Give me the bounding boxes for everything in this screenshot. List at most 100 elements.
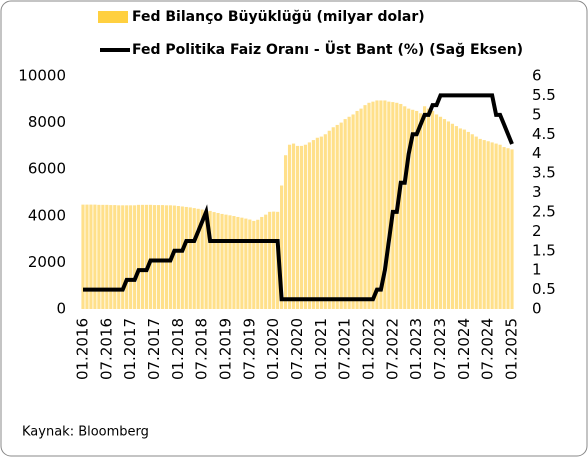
bar	[446, 121, 451, 309]
bar	[287, 144, 292, 309]
bar	[160, 205, 165, 309]
bar	[291, 143, 296, 309]
bar	[327, 130, 331, 309]
bar	[466, 131, 470, 309]
y2-tick-label: 1.5	[532, 241, 556, 259]
bar	[85, 204, 89, 309]
bar	[315, 137, 319, 309]
x-tick-label: 07.2024	[479, 318, 497, 380]
bar	[192, 208, 196, 309]
x-tick-label: 07.2021	[336, 318, 354, 380]
bar	[152, 205, 157, 309]
x-tick-label: 07.2022	[383, 318, 401, 380]
bar	[331, 127, 335, 309]
bar	[502, 147, 506, 309]
bar	[462, 129, 466, 309]
bar	[172, 205, 176, 309]
bar	[129, 205, 133, 309]
bar	[438, 116, 443, 310]
x-tick-label: 01.2024	[455, 318, 473, 380]
bar	[196, 208, 200, 309]
bar	[434, 114, 439, 309]
y2-tick-label: 6	[532, 67, 542, 85]
bar	[164, 205, 169, 309]
bar	[367, 102, 371, 309]
x-tick-label: 01.2017	[121, 318, 139, 380]
bar	[423, 106, 427, 309]
bar	[323, 134, 327, 309]
bar	[426, 108, 431, 310]
bar	[442, 119, 447, 309]
y2-tick-label: 1	[532, 261, 542, 279]
bar	[486, 141, 490, 309]
bar	[280, 185, 284, 309]
bar	[200, 209, 204, 309]
bar	[125, 205, 129, 309]
bar	[144, 204, 149, 309]
bar	[371, 101, 375, 309]
x-tick-label: 01.2022	[360, 318, 378, 380]
bar	[188, 207, 192, 309]
bar	[319, 136, 323, 309]
y2-tick-label: 2.5	[532, 202, 556, 220]
bar	[140, 204, 145, 309]
bar	[220, 213, 224, 309]
bar	[295, 145, 300, 309]
bar	[387, 101, 391, 309]
bar	[208, 210, 212, 309]
bar	[339, 122, 343, 309]
bar	[347, 116, 351, 310]
bar	[478, 138, 482, 309]
bar	[307, 142, 312, 309]
bar	[228, 215, 232, 309]
legend-swatch	[98, 11, 128, 23]
line	[83, 93, 514, 302]
bar	[359, 108, 363, 310]
bar	[244, 218, 248, 309]
bar	[299, 145, 304, 309]
bar	[101, 204, 105, 309]
legend-label: Fed Politika Faiz Oranı - Üst Bant (%) (…	[132, 40, 523, 58]
bar	[506, 148, 510, 309]
y2-tick-label: 3.5	[532, 164, 556, 182]
bar	[335, 124, 339, 310]
bar	[109, 205, 113, 309]
source: Kaynak: Bloomberg	[22, 425, 149, 440]
bar	[148, 204, 153, 309]
x-tick-label: 07.2023	[431, 318, 449, 380]
x-tick-label: 01.2016	[74, 318, 92, 380]
bar	[204, 210, 208, 309]
bar	[252, 220, 256, 309]
bar	[97, 204, 101, 309]
bar	[498, 144, 502, 309]
bar	[343, 119, 347, 309]
bar	[283, 155, 288, 309]
y-tick-label: 0	[56, 300, 66, 318]
x-tick-label: 01.2020	[264, 318, 282, 380]
y-tick-label: 8000	[28, 113, 66, 131]
x-tick-label: 07.2019	[240, 318, 258, 380]
bar	[383, 100, 387, 309]
bar	[454, 126, 458, 309]
bar	[216, 213, 220, 309]
bar	[89, 204, 93, 309]
bar	[407, 108, 411, 310]
x-tick-label: 01.2025	[503, 318, 521, 380]
y2-tick-label: 3	[532, 183, 542, 201]
y2-tick-label: 4	[532, 144, 542, 162]
bar	[93, 204, 97, 309]
y-tick-label: 6000	[28, 160, 66, 178]
bar	[248, 219, 252, 309]
bar	[411, 109, 415, 309]
bar	[470, 134, 474, 309]
y-tick-label: 10000	[18, 67, 66, 85]
bar	[117, 205, 121, 309]
bar	[105, 204, 109, 309]
bar	[260, 216, 264, 309]
bar	[375, 100, 379, 309]
x-tick-label: 01.2019	[217, 318, 235, 380]
bar	[133, 205, 137, 309]
bar	[212, 212, 216, 309]
bar	[236, 216, 240, 309]
bar	[510, 149, 514, 309]
